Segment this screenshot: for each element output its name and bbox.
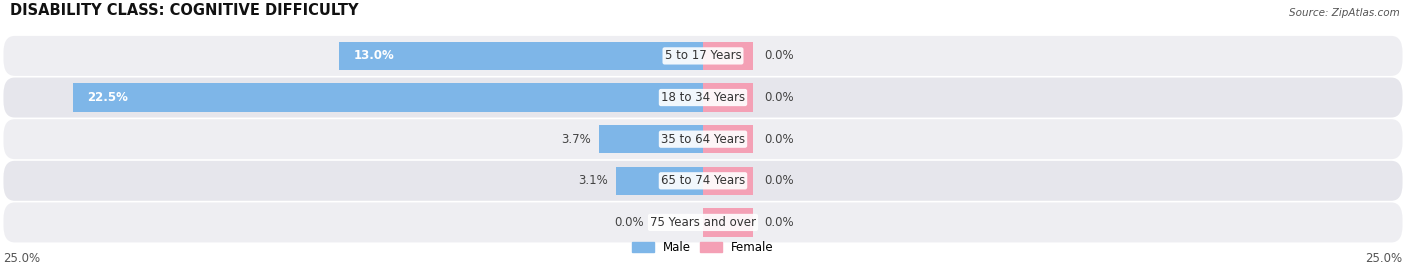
Bar [616,167,703,195]
Text: 65 to 74 Years: 65 to 74 Years [661,174,745,187]
Text: 0.0%: 0.0% [614,216,644,229]
Bar [73,83,703,112]
Text: 0.0%: 0.0% [765,216,794,229]
Bar [703,167,754,195]
Text: DISABILITY CLASS: COGNITIVE DIFFICULTY: DISABILITY CLASS: COGNITIVE DIFFICULTY [10,3,359,18]
Bar [339,42,703,70]
Text: 0.0%: 0.0% [765,49,794,62]
FancyBboxPatch shape [3,161,1403,201]
Bar [703,42,754,70]
Bar [703,125,754,153]
Text: 13.0%: 13.0% [353,49,394,62]
Text: 5 to 17 Years: 5 to 17 Years [665,49,741,62]
Legend: Male, Female: Male, Female [627,237,779,259]
Text: 75 Years and over: 75 Years and over [650,216,756,229]
Text: 3.1%: 3.1% [578,174,607,187]
Text: 25.0%: 25.0% [1365,252,1403,266]
Text: 0.0%: 0.0% [765,174,794,187]
FancyBboxPatch shape [3,119,1403,159]
Bar [599,125,703,153]
Text: 18 to 34 Years: 18 to 34 Years [661,91,745,104]
Text: 35 to 64 Years: 35 to 64 Years [661,133,745,146]
Text: 22.5%: 22.5% [87,91,128,104]
FancyBboxPatch shape [3,77,1403,118]
Text: 0.0%: 0.0% [765,91,794,104]
Text: 25.0%: 25.0% [3,252,41,266]
FancyBboxPatch shape [3,36,1403,76]
Text: 0.0%: 0.0% [765,133,794,146]
Bar [703,208,754,237]
FancyBboxPatch shape [3,203,1403,242]
Bar [703,83,754,112]
Text: Source: ZipAtlas.com: Source: ZipAtlas.com [1289,8,1400,18]
Text: 3.7%: 3.7% [561,133,591,146]
